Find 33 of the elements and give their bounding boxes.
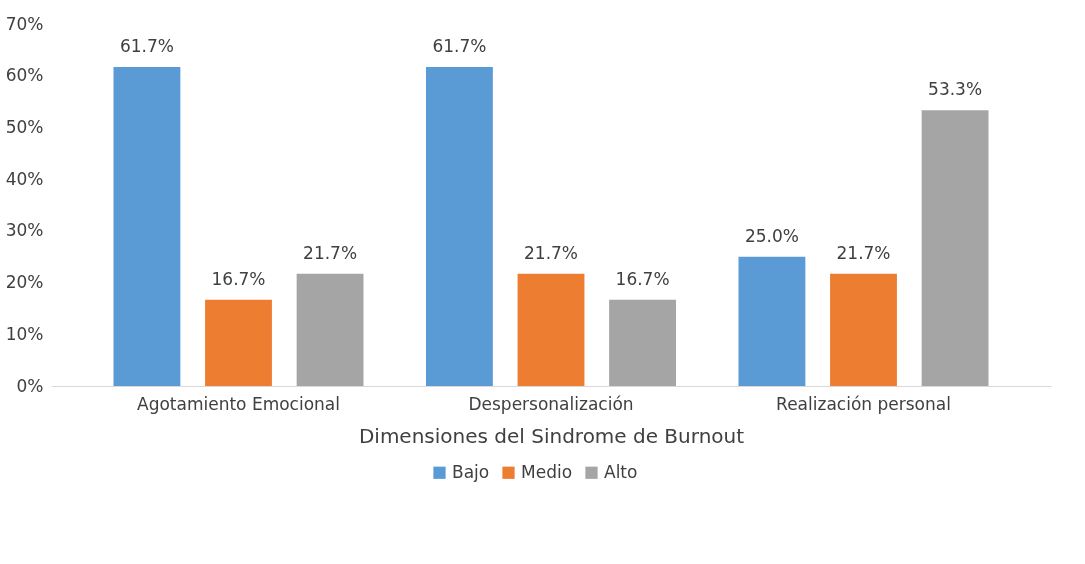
bar xyxy=(517,273,585,386)
y-tick-label: 50% xyxy=(5,116,44,137)
x-axis-title: Dimensiones del Sindrome de Burnout xyxy=(358,423,745,448)
bar xyxy=(113,66,181,386)
x-tick-label: Despersonalización xyxy=(468,393,634,414)
data-label: 61.7% xyxy=(119,35,174,56)
bar xyxy=(296,273,364,386)
bar xyxy=(921,110,989,386)
y-tick-label: 60% xyxy=(5,65,44,86)
bar xyxy=(738,256,806,386)
y-tick-label: 70% xyxy=(5,13,44,34)
legend-label: Alto xyxy=(604,461,638,482)
bar xyxy=(830,273,897,386)
data-label: 61.7% xyxy=(432,35,487,56)
data-label: 16.7% xyxy=(211,268,266,289)
bar xyxy=(205,299,272,386)
x-tick-label: Agotamiento Emocional xyxy=(137,393,340,414)
data-label: 25.0% xyxy=(744,225,799,246)
y-tick-label: 10% xyxy=(5,323,44,344)
data-label: 53.3% xyxy=(928,79,983,100)
y-tick-label: 20% xyxy=(5,272,44,293)
y-tick-label: 0% xyxy=(16,375,44,396)
data-label: 21.7% xyxy=(303,242,358,263)
legend-label: Bajo xyxy=(452,461,490,482)
bar xyxy=(426,66,493,386)
y-tick-label: 40% xyxy=(5,168,44,189)
data-label: 21.7% xyxy=(836,242,891,263)
data-label: 21.7% xyxy=(523,242,579,263)
x-tick-label: Realización personal xyxy=(776,393,951,414)
data-label: 16.7% xyxy=(615,268,670,289)
bar xyxy=(609,299,676,386)
legend-label: Medio xyxy=(521,461,573,482)
y-tick-label: 30% xyxy=(5,220,44,241)
